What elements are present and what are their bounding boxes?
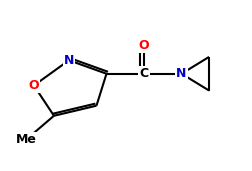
Text: Me: Me	[16, 133, 37, 146]
Text: N: N	[64, 54, 74, 67]
Text: O: O	[138, 39, 149, 52]
Text: O: O	[28, 79, 39, 92]
Text: C: C	[139, 67, 148, 80]
Text: N: N	[176, 67, 186, 80]
